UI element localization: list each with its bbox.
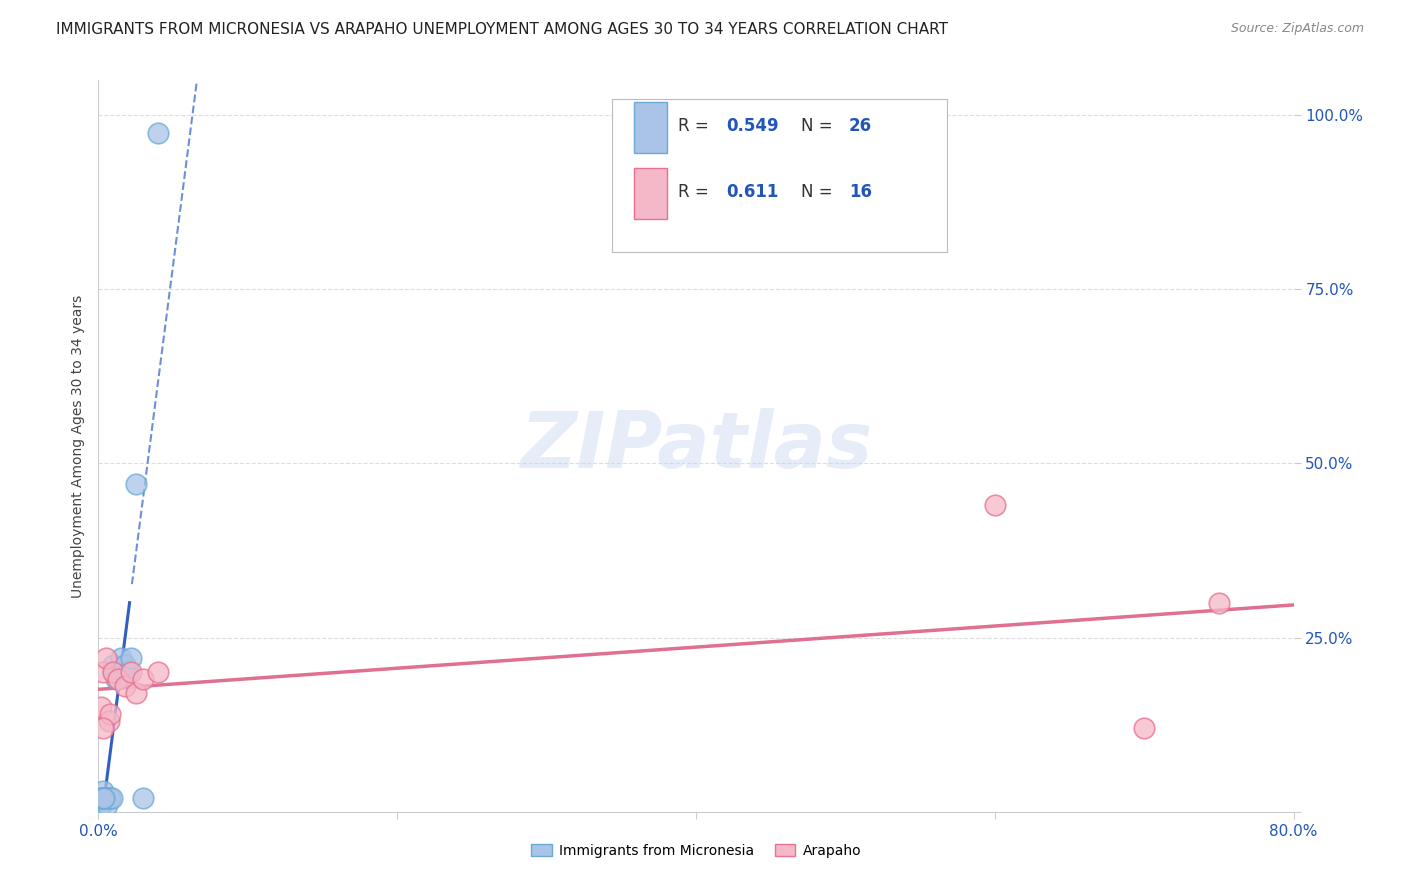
- Legend: Immigrants from Micronesia, Arapaho: Immigrants from Micronesia, Arapaho: [526, 838, 866, 863]
- Point: [1133, 721, 1156, 735]
- Point: [132, 790, 155, 805]
- Point: [90, 797, 112, 812]
- FancyBboxPatch shape: [634, 103, 668, 153]
- Point: [90, 700, 112, 714]
- Point: [103, 665, 125, 680]
- Point: [89, 797, 111, 812]
- Point: [91, 784, 114, 798]
- Point: [98, 707, 122, 722]
- Text: N =: N =: [801, 118, 838, 136]
- Point: [89, 790, 111, 805]
- Text: R =: R =: [678, 183, 720, 202]
- Point: [132, 673, 155, 687]
- Point: [93, 790, 115, 805]
- Text: 0.549: 0.549: [725, 118, 779, 136]
- Point: [103, 658, 125, 673]
- Point: [91, 790, 114, 805]
- Point: [120, 651, 142, 665]
- Point: [1208, 596, 1230, 610]
- Text: 26: 26: [849, 118, 872, 136]
- Point: [105, 673, 128, 687]
- Text: Source: ZipAtlas.com: Source: ZipAtlas.com: [1230, 22, 1364, 36]
- Y-axis label: Unemployment Among Ages 30 to 34 years: Unemployment Among Ages 30 to 34 years: [70, 294, 84, 598]
- Point: [125, 686, 148, 700]
- Text: 16: 16: [849, 183, 872, 202]
- Point: [114, 658, 136, 673]
- FancyBboxPatch shape: [634, 168, 668, 219]
- Point: [93, 790, 115, 805]
- Point: [90, 790, 112, 805]
- Text: R =: R =: [678, 118, 714, 136]
- Point: [94, 790, 117, 805]
- Point: [125, 477, 148, 491]
- Point: [90, 790, 112, 805]
- Point: [93, 790, 115, 805]
- Point: [114, 679, 136, 693]
- Point: [91, 790, 114, 805]
- Point: [96, 797, 118, 812]
- Point: [110, 651, 132, 665]
- Point: [97, 714, 120, 728]
- Point: [117, 665, 139, 680]
- Text: 0.611: 0.611: [725, 183, 779, 202]
- Point: [94, 651, 117, 665]
- Point: [91, 721, 114, 735]
- Point: [148, 126, 170, 140]
- Point: [984, 498, 1007, 512]
- Point: [107, 673, 129, 687]
- Point: [91, 665, 114, 680]
- Text: IMMIGRANTS FROM MICRONESIA VS ARAPAHO UNEMPLOYMENT AMONG AGES 30 TO 34 YEARS COR: IMMIGRANTS FROM MICRONESIA VS ARAPAHO UN…: [56, 22, 948, 37]
- Text: N =: N =: [801, 183, 838, 202]
- Point: [101, 790, 124, 805]
- Point: [120, 665, 142, 680]
- Point: [98, 790, 122, 805]
- Point: [97, 790, 120, 805]
- Point: [103, 665, 125, 680]
- FancyBboxPatch shape: [613, 99, 948, 252]
- Point: [148, 665, 170, 680]
- Text: ZIPatlas: ZIPatlas: [520, 408, 872, 484]
